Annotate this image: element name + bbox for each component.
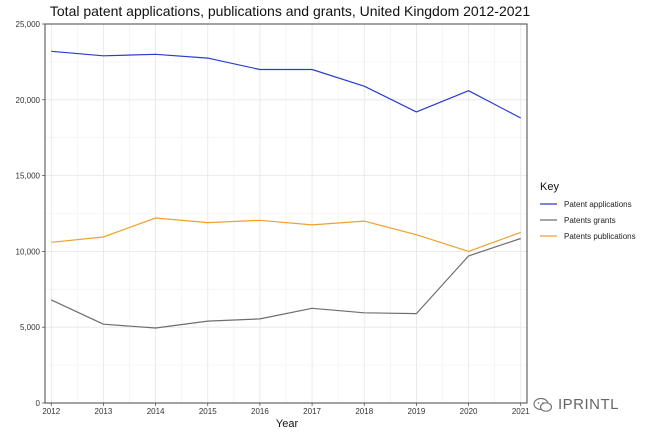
legend-label: Patents publications [564, 232, 636, 241]
x-tick-label: 2014 [147, 407, 165, 416]
y-tick-label: 25,000 [16, 20, 41, 29]
x-tick-label: 2017 [303, 407, 321, 416]
legend-title: Key [540, 181, 559, 193]
x-tick-label: 2019 [408, 407, 426, 416]
series-line [51, 217, 521, 252]
watermark: IPRINTL [533, 396, 619, 413]
legend: Key Patent applications Patents grants Pat… [540, 181, 636, 241]
series-line [51, 50, 521, 119]
x-tick-label: 2021 [512, 407, 530, 416]
wechat-icon [533, 397, 553, 412]
plot-border [44, 23, 528, 404]
x-tick-label: 2018 [355, 407, 373, 416]
x-tick-label: 2016 [251, 407, 269, 416]
y-tick-label: 0 [36, 399, 41, 408]
y-tick-label: 20,000 [16, 96, 41, 105]
series-line [51, 237, 521, 329]
watermark-text: IPRINTL [558, 396, 620, 413]
legend-label: Patent applications [564, 200, 632, 209]
x-tick-label: 2015 [199, 407, 217, 416]
legend-label: Patents grants [564, 216, 616, 225]
x-axis-title: Year [276, 418, 299, 430]
y-tick-label: 5,000 [20, 323, 41, 332]
plot-area: 0 5,000 10,000 15,000 20,000 25,000 2012 2013 20… [16, 20, 531, 416]
x-tick-label: 2020 [460, 407, 478, 416]
y-tick-label: 10,000 [16, 247, 41, 256]
x-tick-label: 2012 [42, 407, 60, 416]
y-tick-label: 15,000 [16, 172, 41, 181]
x-tick-label: 2013 [95, 407, 113, 416]
chart-title: Total patent applications, publications … [50, 3, 530, 19]
